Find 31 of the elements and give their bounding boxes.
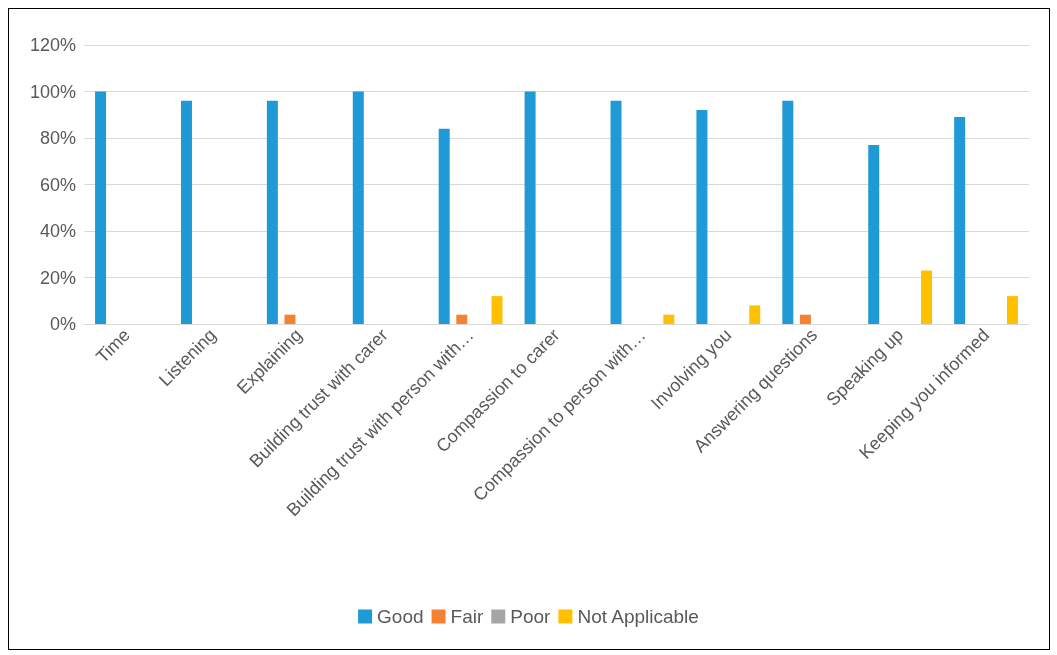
bar [456,314,468,324]
bar [663,314,675,324]
bar [1006,296,1018,324]
legend-label: Not Applicable [577,606,699,627]
y-tick-label: 0% [49,314,76,334]
y-tick-label: 80% [39,128,76,148]
y-tick-label: 40% [39,221,76,241]
bar [284,314,296,324]
legend-label: Poor [510,606,552,627]
bar [696,110,708,324]
y-tick-label: 60% [39,174,76,195]
bar [491,296,503,324]
bar [352,91,364,324]
bar [524,91,536,324]
bar [921,270,933,324]
bar [749,305,761,324]
legend-label: Good [377,606,424,627]
bar [954,117,966,324]
y-tick-label: 120% [29,35,76,55]
bar [868,144,880,324]
legend-label: Fair [450,606,484,627]
x-tick-label: Time [92,324,135,367]
y-tick-label: 100% [29,81,76,102]
bar [180,100,192,324]
bar [799,314,811,324]
bar [438,128,450,324]
bar [610,100,622,324]
y-tick-label: 20% [39,267,76,288]
bar [95,91,107,324]
bar [266,100,278,324]
bar [782,100,794,324]
